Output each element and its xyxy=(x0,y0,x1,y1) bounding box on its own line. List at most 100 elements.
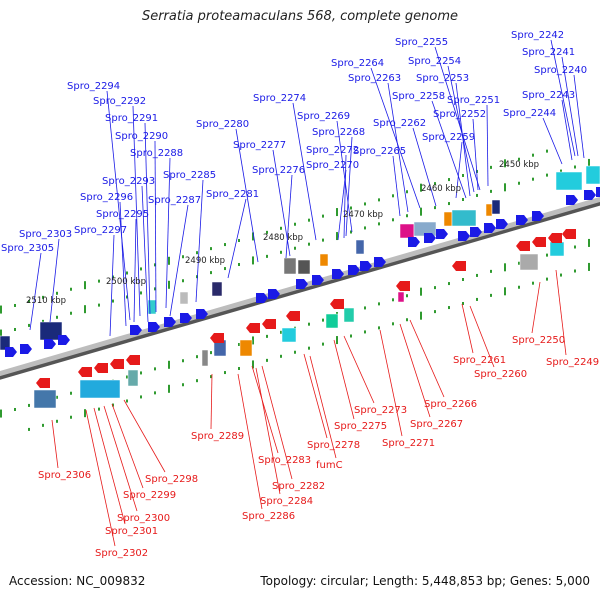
forward-gene-arrow xyxy=(130,325,142,335)
reverse-gene-label: Spro_2289 xyxy=(191,431,244,442)
reverse-gene-arrow xyxy=(78,367,92,377)
reverse-gene-label: Spro_2249 xyxy=(546,357,599,368)
tick-mark xyxy=(588,158,590,167)
forward-gene-label: Spro_2264 xyxy=(331,58,384,69)
reverse-gene-arrow xyxy=(246,323,260,333)
forward-gene-label: Spro_2241 xyxy=(522,47,575,58)
label-leader xyxy=(144,122,151,315)
reverse-gene-arrow xyxy=(396,281,410,291)
tick-mark xyxy=(168,256,170,265)
reverse-gene-label: Spro_2282 xyxy=(272,481,325,492)
tick-mark xyxy=(196,251,198,255)
tick-mark xyxy=(154,391,156,395)
forward-gene-label: Spro_2297 xyxy=(74,225,127,236)
forward-gene-arrow xyxy=(516,215,528,225)
tick-mark xyxy=(224,243,226,247)
protein-block xyxy=(343,307,355,323)
forward-gene-label: Spro_2285 xyxy=(163,170,216,181)
forward-gene-label: Spro_2276 xyxy=(252,165,305,176)
label-leader xyxy=(399,323,431,418)
tick-mark xyxy=(462,197,464,201)
protein-block xyxy=(451,209,477,227)
tick-mark xyxy=(532,177,534,181)
label-leader xyxy=(550,39,576,157)
tick-mark xyxy=(546,253,548,257)
tick-mark xyxy=(546,149,548,153)
forward-gene-label: Spro_2258 xyxy=(392,91,445,102)
tick-mark xyxy=(56,419,58,423)
tick-mark xyxy=(252,360,254,369)
tick-mark xyxy=(70,287,72,291)
reverse-gene-label: Spro_2301 xyxy=(105,526,158,537)
reverse-gene-arrow xyxy=(330,299,344,309)
label-leader xyxy=(387,82,409,213)
label-leader xyxy=(345,136,353,237)
label-leader xyxy=(111,403,144,489)
forward-gene-label: Spro_2269 xyxy=(297,111,350,122)
label-leader xyxy=(141,185,149,323)
label-leader xyxy=(123,399,166,473)
accession-text: Accession: NC_009832 xyxy=(9,574,146,588)
forward-gene-arrow xyxy=(332,269,344,279)
tick-mark xyxy=(280,354,282,358)
label-leader xyxy=(51,419,59,469)
tick-mark xyxy=(504,287,506,296)
label-leader xyxy=(336,120,353,233)
protein-block xyxy=(297,259,311,275)
tick-mark xyxy=(0,329,2,338)
forward-gene-label: Spro_2291 xyxy=(105,113,158,124)
protein-block xyxy=(443,211,453,227)
tick-mark xyxy=(182,279,184,283)
reverse-gene-label: Spro_2273 xyxy=(354,405,407,416)
kbp-label: 2500 kbp xyxy=(106,277,146,287)
reverse-gene-arrow xyxy=(126,355,140,365)
tick-mark xyxy=(28,323,30,327)
forward-gene-arrow xyxy=(484,223,496,233)
tick-mark xyxy=(560,273,562,277)
tick-mark xyxy=(238,262,240,266)
label-leader xyxy=(85,409,116,547)
reverse-gene-arrow xyxy=(286,311,300,321)
tick-mark xyxy=(14,327,16,331)
protein-block xyxy=(397,291,405,303)
forward-gene-label: Spro_2243 xyxy=(522,90,575,101)
reverse-gene-arrow xyxy=(262,319,276,329)
tick-mark xyxy=(504,263,506,272)
forward-gene-arrow xyxy=(296,279,308,289)
tick-mark xyxy=(112,299,114,303)
forward-gene-label: Spro_2253 xyxy=(416,73,469,84)
tick-mark xyxy=(322,342,324,346)
reverse-gene-label: Spro_2299 xyxy=(123,490,176,501)
forward-gene-label: Spro_2244 xyxy=(503,108,556,119)
tick-mark xyxy=(98,303,100,307)
forward-gene-label: Spro_2262 xyxy=(373,118,426,129)
label-leader xyxy=(434,46,481,191)
reverse-gene-arrow xyxy=(562,229,576,239)
forward-gene-arrow xyxy=(164,317,176,327)
forward-gene-arrow xyxy=(58,335,70,345)
kbp-label-layer: 2450 kbp 2460 kbp 2470 kbp 2480 kbp 2490 kbp… xyxy=(26,160,539,306)
tick-mark xyxy=(322,238,324,242)
label-leader xyxy=(486,104,489,187)
map-title: Serratia proteamaculans 568, complete ge… xyxy=(141,9,459,24)
tick-mark xyxy=(140,395,142,399)
tick-mark xyxy=(126,271,128,275)
protein-block xyxy=(491,199,501,215)
label-leader xyxy=(447,65,475,193)
tick-mark xyxy=(406,190,408,194)
label-leader xyxy=(392,155,401,217)
tick-mark xyxy=(280,330,282,334)
label-leader xyxy=(165,157,171,309)
forward-gene-label: Spro_2280 xyxy=(196,119,249,130)
forward-gene-arrow xyxy=(360,261,372,271)
protein-block xyxy=(549,241,565,257)
tick-mark xyxy=(434,286,436,290)
tick-mark xyxy=(140,291,142,295)
forward-gene-label: Spro_2281 xyxy=(206,189,259,200)
tick-mark xyxy=(42,295,44,299)
tick-mark xyxy=(56,291,58,295)
tick-mark xyxy=(490,293,492,297)
protein-block xyxy=(147,299,157,315)
reverse-gene-label: Spro_2284 xyxy=(260,496,313,507)
